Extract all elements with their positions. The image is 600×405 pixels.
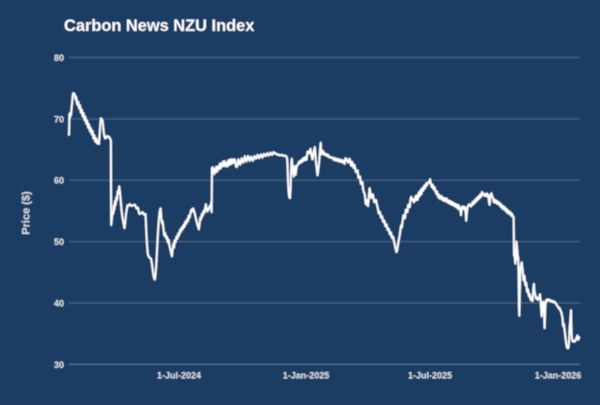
svg-text:60: 60 [54, 176, 64, 186]
svg-text:40: 40 [54, 299, 64, 309]
svg-text:Carbon News NZU Index: Carbon News NZU Index [64, 17, 254, 35]
svg-text:80: 80 [54, 53, 64, 63]
svg-text:70: 70 [54, 114, 64, 124]
svg-text:Price ($): Price ($) [21, 191, 33, 235]
svg-text:50: 50 [54, 237, 64, 247]
svg-text:1-Jan-2025: 1-Jan-2025 [283, 371, 330, 381]
svg-text:1-Jan-2026: 1-Jan-2026 [535, 371, 582, 381]
svg-text:30: 30 [54, 360, 64, 370]
svg-text:1-Jul-2024: 1-Jul-2024 [157, 371, 201, 381]
svg-text:1-Jul-2025: 1-Jul-2025 [408, 371, 452, 381]
